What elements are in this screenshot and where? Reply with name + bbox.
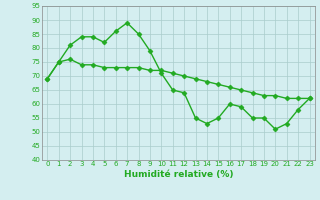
- X-axis label: Humidité relative (%): Humidité relative (%): [124, 170, 233, 179]
